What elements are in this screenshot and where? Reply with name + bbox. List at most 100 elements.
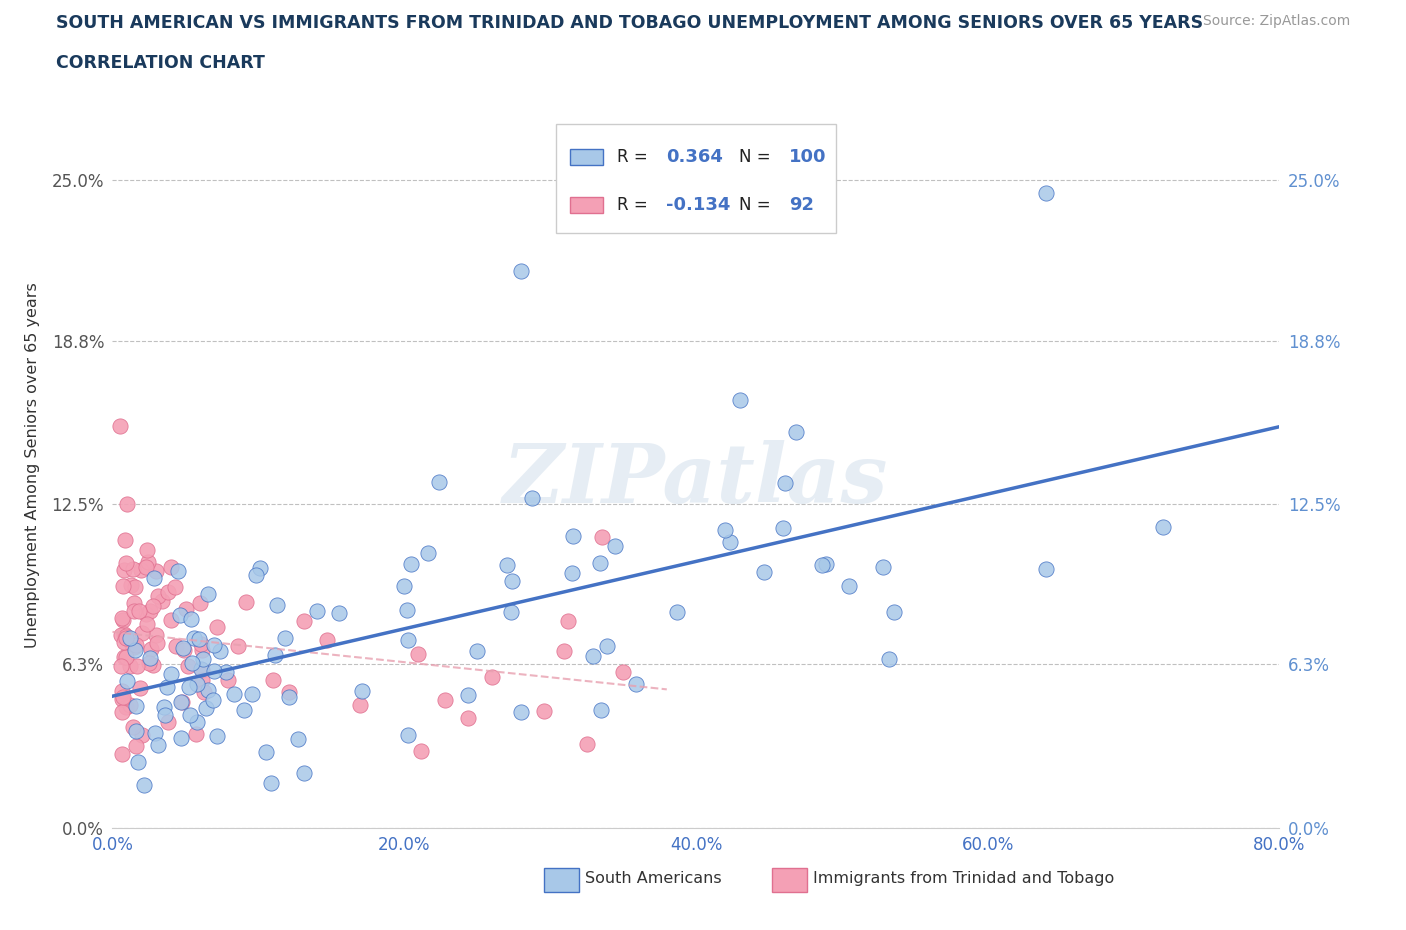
Point (128, 681, 150, 696)
Point (131, 626, 153, 641)
Point (180, 612, 202, 627)
Point (416, 545, 439, 560)
Point (179, 708, 201, 723)
Text: -0.134: -0.134 (665, 196, 730, 214)
Point (170, 695, 193, 710)
Point (128, 604, 150, 618)
Point (112, 689, 135, 704)
Point (1035, 561, 1057, 576)
Point (533, 704, 555, 719)
Point (141, 642, 163, 657)
Point (883, 604, 905, 619)
Point (245, 567, 267, 582)
Point (131, 727, 153, 742)
Point (207, 728, 229, 743)
Point (188, 596, 211, 611)
Text: N =: N = (740, 148, 776, 166)
Point (138, 656, 160, 671)
Point (207, 620, 229, 635)
Point (135, 560, 157, 575)
Point (1152, 520, 1174, 535)
Text: Source: ZipAtlas.com: Source: ZipAtlas.com (1202, 14, 1350, 28)
Point (561, 565, 583, 580)
Point (118, 658, 141, 673)
Point (118, 698, 141, 712)
Point (197, 587, 219, 602)
Text: 92: 92 (789, 196, 814, 214)
Point (172, 640, 194, 655)
Text: ZIPatlas: ZIPatlas (503, 440, 889, 520)
Point (495, 558, 517, 573)
Point (135, 617, 157, 631)
Point (197, 683, 219, 698)
Point (429, 474, 451, 489)
Point (603, 538, 626, 553)
Point (146, 635, 169, 650)
Point (262, 672, 284, 687)
Bar (544, 869, 579, 892)
Point (169, 608, 191, 623)
Point (582, 648, 605, 663)
Point (575, 737, 598, 751)
Point (233, 702, 256, 717)
Point (122, 595, 145, 610)
Point (714, 523, 737, 538)
Point (191, 662, 214, 677)
Point (249, 560, 271, 575)
Point (589, 556, 612, 571)
Point (112, 578, 135, 593)
Point (274, 631, 297, 645)
Text: CORRELATION CHART: CORRELATION CHART (56, 54, 266, 72)
Point (520, 490, 543, 505)
Point (465, 644, 488, 658)
Point (120, 578, 142, 592)
Point (202, 663, 225, 678)
Point (406, 647, 429, 662)
Point (307, 604, 329, 618)
Point (316, 632, 339, 647)
Point (1035, 186, 1057, 201)
Text: N =: N = (740, 196, 776, 214)
Point (139, 604, 162, 619)
Text: South Americans: South Americans (585, 871, 721, 886)
Point (228, 639, 250, 654)
Point (728, 392, 751, 407)
Point (145, 564, 167, 578)
Point (112, 649, 135, 664)
Point (112, 626, 135, 641)
Point (156, 714, 179, 729)
Point (553, 644, 575, 658)
Text: SOUTH AMERICAN VS IMMIGRANTS FROM TRINIDAD AND TOBAGO UNEMPLOYMENT AMONG SENIORS: SOUTH AMERICAN VS IMMIGRANTS FROM TRINID… (56, 14, 1204, 32)
Point (124, 579, 146, 594)
Point (396, 727, 419, 742)
Point (139, 651, 162, 666)
Point (111, 692, 134, 707)
Point (184, 726, 207, 741)
Point (190, 662, 212, 677)
Point (811, 558, 834, 573)
Point (292, 765, 315, 780)
Point (191, 643, 214, 658)
Point (132, 777, 155, 792)
Point (785, 425, 807, 440)
Point (125, 724, 148, 739)
Point (143, 725, 166, 740)
Point (127, 755, 149, 770)
Point (114, 532, 136, 547)
Point (202, 693, 225, 708)
Point (278, 690, 301, 705)
Point (215, 665, 238, 680)
Point (399, 556, 422, 571)
Point (160, 667, 183, 682)
Point (501, 604, 523, 619)
Point (160, 560, 183, 575)
Point (146, 589, 169, 604)
Point (177, 658, 200, 673)
Point (509, 263, 531, 278)
Point (152, 699, 174, 714)
Point (122, 640, 145, 655)
Point (266, 598, 288, 613)
Point (202, 638, 225, 653)
Point (118, 631, 141, 645)
Point (217, 672, 239, 687)
